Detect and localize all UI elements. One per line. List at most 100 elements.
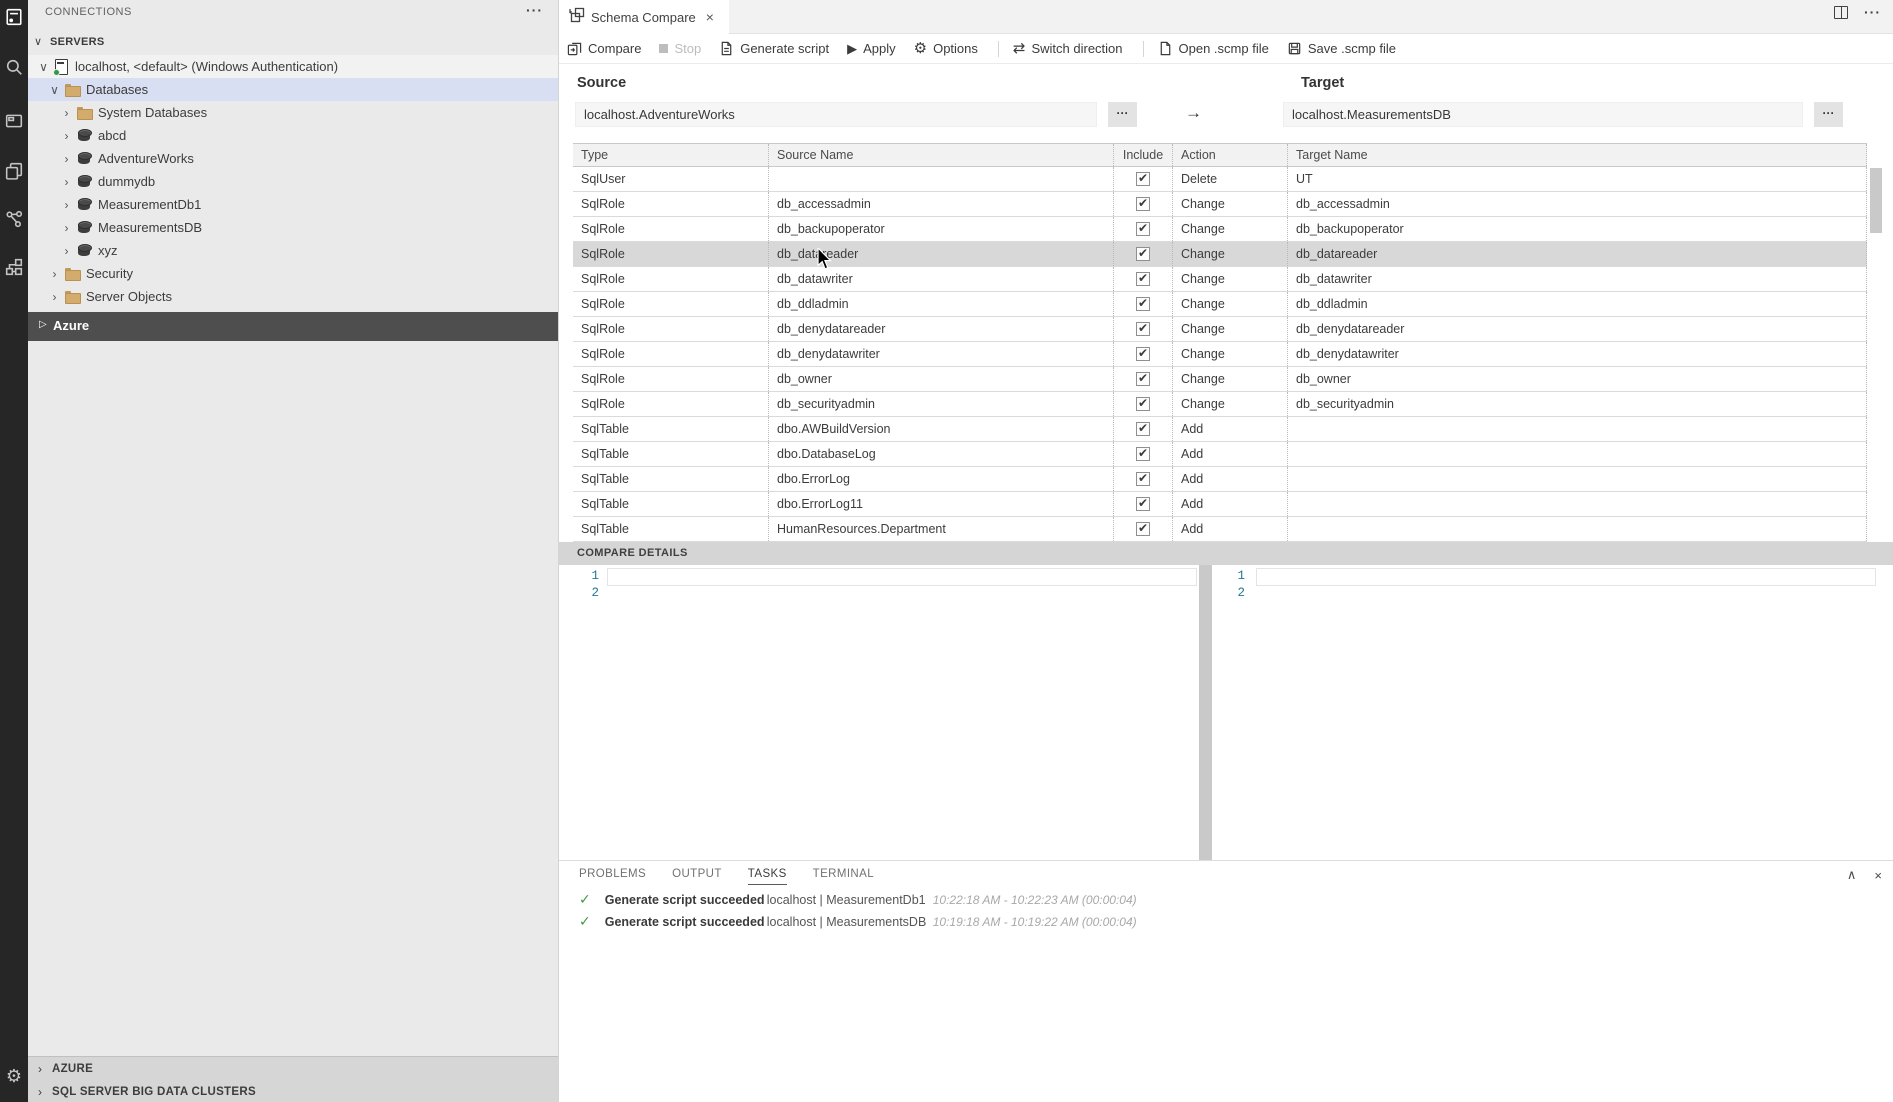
sidebar-more-icon[interactable]: ···	[526, 2, 543, 18]
source-browse-button[interactable]: ···	[1108, 102, 1137, 127]
split-editor-icon[interactable]	[1834, 5, 1848, 19]
grid-row[interactable]: SqlUser Delete UT	[573, 167, 1867, 192]
tree-item-system-databases[interactable]: › System Databases	[28, 101, 558, 124]
column-header-include[interactable]: Include	[1114, 144, 1173, 166]
big-data-clusters-section[interactable]: › SQL SERVER BIG DATA CLUSTERS	[28, 1080, 558, 1102]
include-checkbox[interactable]	[1136, 446, 1150, 461]
servers-section-header[interactable]: ∨ SERVERS	[28, 32, 558, 53]
grid-row[interactable]: SqlRole db_accessadmin Change db_accessa…	[573, 192, 1867, 217]
include-checkbox[interactable]	[1136, 246, 1150, 261]
twisty-icon[interactable]: ∨	[39, 59, 48, 74]
source-control-icon[interactable]	[3, 208, 25, 230]
search-icon[interactable]	[3, 56, 25, 78]
target-diff-current-line[interactable]	[1256, 568, 1876, 586]
tab-terminal[interactable]: TERMINAL	[812, 868, 875, 880]
grid-row[interactable]: SqlRole db_backupoperator Change db_back…	[573, 217, 1867, 242]
tab-output[interactable]: OUTPUT	[672, 868, 722, 880]
options-button[interactable]: ⚙ Options	[913, 40, 978, 57]
grid-row[interactable]: SqlTable HumanResources.Department Add	[573, 517, 1867, 542]
grid-row[interactable]: SqlTable dbo.ErrorLog11 Add	[573, 492, 1867, 517]
close-icon[interactable]: ×	[1874, 867, 1882, 883]
grid-row[interactable]: SqlRole db_securityadmin Change db_secur…	[573, 392, 1867, 417]
include-checkbox[interactable]	[1136, 346, 1150, 361]
notebook-icon[interactable]	[3, 110, 25, 132]
diff-editor-scrollbar[interactable]	[1199, 565, 1212, 860]
more-actions-icon[interactable]: ···	[1864, 4, 1881, 20]
tree-item-adventureworks[interactable]: › AdventureWorks	[28, 147, 558, 170]
twisty-icon[interactable]: ›	[64, 174, 69, 189]
tree-item-abcd[interactable]: › abcd	[28, 124, 558, 147]
task-row[interactable]: ✓ Generate script succeeded localhost | …	[579, 913, 1137, 930]
tab-tasks[interactable]: TASKS	[747, 868, 787, 885]
azure-collapsed-section[interactable]: › AZURE	[28, 1057, 558, 1080]
twisty-icon[interactable]: ›	[64, 220, 69, 235]
tab-schema-compare[interactable]: Schema Compare ×	[559, 0, 729, 34]
open-scmp-button[interactable]: Open .scmp file	[1158, 41, 1269, 56]
tree-item-measurementsdb[interactable]: › MeasurementsDB	[28, 216, 558, 239]
twisty-icon[interactable]: ›	[64, 197, 69, 212]
grid-row[interactable]: SqlRole db_denydatawriter Change db_deny…	[573, 342, 1867, 367]
success-check-icon: ✓	[579, 913, 591, 929]
include-checkbox[interactable]	[1136, 396, 1150, 411]
column-header-source-name[interactable]: Source Name	[769, 144, 1114, 166]
grid-row-hovered[interactable]: SqlRole db_datareader Change db_dataread…	[573, 242, 1867, 267]
grid-row[interactable]: SqlTable dbo.DatabaseLog Add	[573, 442, 1867, 467]
tree-item-dummydb[interactable]: › dummydb	[28, 170, 558, 193]
cell-target: db_datawriter	[1288, 267, 1867, 291]
tree-item-security[interactable]: › Security	[28, 262, 558, 285]
tree-item-databases[interactable]: ∨ Databases	[28, 78, 558, 101]
include-checkbox[interactable]	[1136, 421, 1150, 436]
source-diff-current-line[interactable]	[607, 568, 1197, 586]
include-checkbox[interactable]	[1136, 371, 1150, 386]
twisty-icon[interactable]: ›	[52, 266, 57, 281]
twisty-icon[interactable]: ›	[64, 151, 69, 166]
chevron-up-icon[interactable]: ∧	[1846, 867, 1857, 882]
compare-button[interactable]: Compare	[567, 41, 641, 56]
apply-button[interactable]: ▶ Apply	[847, 41, 896, 56]
tab-problems[interactable]: PROBLEMS	[579, 868, 647, 880]
include-checkbox[interactable]	[1136, 196, 1150, 211]
twisty-icon[interactable]: ∨	[50, 82, 59, 97]
twisty-icon[interactable]: ›	[64, 128, 69, 143]
task-row[interactable]: ✓ Generate script succeeded localhost | …	[579, 891, 1137, 908]
settings-gear-icon[interactable]: ⚙	[5, 1066, 23, 1086]
tree-item-localhost[interactable]: ∨ localhost, <default> (Windows Authenti…	[28, 55, 558, 78]
tree-item-server-objects[interactable]: › Server Objects	[28, 285, 558, 308]
column-header-action[interactable]: Action	[1173, 144, 1288, 166]
tree-item-xyz[interactable]: › xyz	[28, 239, 558, 262]
azure-section-header[interactable]: ▷ Azure	[28, 312, 558, 341]
include-checkbox[interactable]	[1136, 496, 1150, 511]
twisty-icon[interactable]: ›	[52, 289, 57, 304]
include-checkbox[interactable]	[1136, 171, 1150, 186]
save-scmp-button[interactable]: Save .scmp file	[1287, 41, 1396, 56]
include-checkbox[interactable]	[1136, 521, 1150, 536]
connections-icon[interactable]	[3, 6, 25, 28]
grid-row[interactable]: SqlTable dbo.ErrorLog Add	[573, 467, 1867, 492]
column-header-type[interactable]: Type	[573, 144, 769, 166]
grid-row[interactable]: SqlRole db_datawriter Change db_datawrit…	[573, 267, 1867, 292]
close-icon[interactable]: ×	[705, 9, 714, 25]
cell-target: db_backupoperator	[1288, 217, 1867, 241]
grid-row[interactable]: SqlRole db_denydatareader Change db_deny…	[573, 317, 1867, 342]
tree-item-measurementdb1[interactable]: › MeasurementDb1	[28, 193, 558, 216]
stop-button[interactable]: Stop	[659, 41, 701, 56]
twisty-icon[interactable]: ›	[64, 105, 69, 120]
target-endpoint-field[interactable]: localhost.MeasurementsDB	[1283, 102, 1803, 127]
column-header-target-name[interactable]: Target Name	[1288, 144, 1867, 166]
target-browse-button[interactable]: ···	[1814, 102, 1843, 127]
include-checkbox[interactable]	[1136, 321, 1150, 336]
source-endpoint-field[interactable]: localhost.AdventureWorks	[575, 102, 1097, 127]
include-checkbox[interactable]	[1136, 271, 1150, 286]
grid-scrollbar-thumb[interactable]	[1870, 168, 1882, 233]
switch-direction-button[interactable]: ⇄ Switch direction	[1012, 40, 1123, 57]
grid-row[interactable]: SqlTable dbo.AWBuildVersion Add	[573, 417, 1867, 442]
include-checkbox[interactable]	[1136, 471, 1150, 486]
schema-explorer-icon[interactable]	[3, 256, 25, 278]
grid-row[interactable]: SqlRole db_owner Change db_owner	[573, 367, 1867, 392]
twisty-icon[interactable]: ›	[64, 243, 69, 258]
explorer-files-icon[interactable]	[3, 160, 25, 182]
generate-script-button[interactable]: Generate script	[719, 41, 829, 56]
include-checkbox[interactable]	[1136, 296, 1150, 311]
include-checkbox[interactable]	[1136, 221, 1150, 236]
grid-row[interactable]: SqlRole db_ddladmin Change db_ddladmin	[573, 292, 1867, 317]
